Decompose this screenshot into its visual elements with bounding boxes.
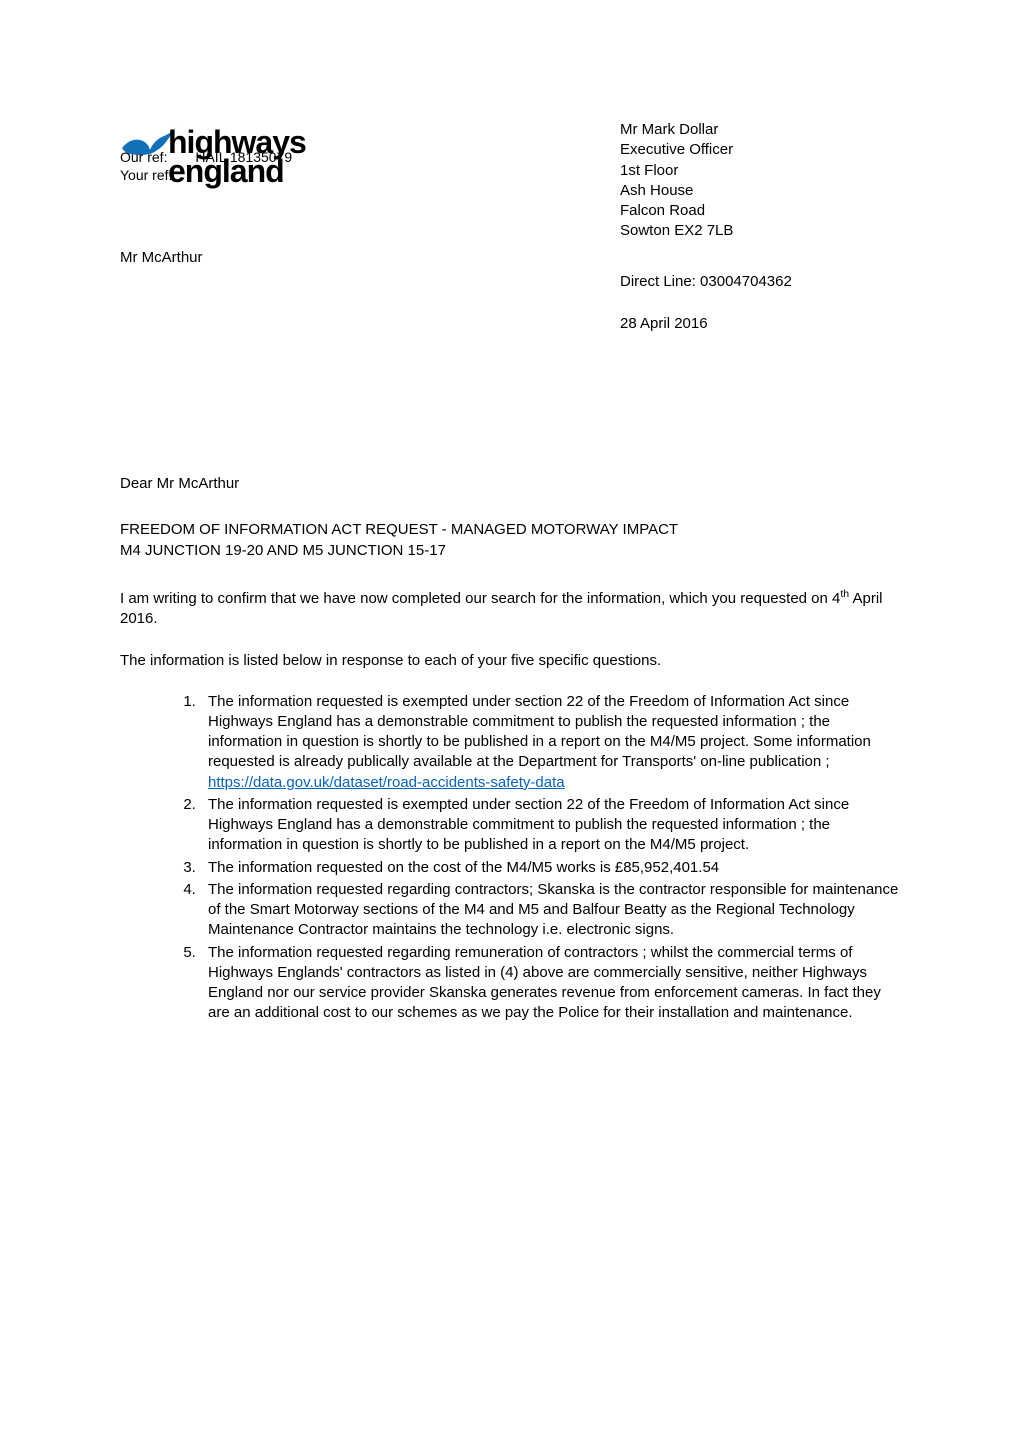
list-item: The information requested regarding cont… (200, 880, 900, 941)
sender-title: Executive Officer (620, 140, 900, 160)
subject-heading: FREEDOM OF INFORMATION ACT REQUEST - MAN… (120, 520, 900, 561)
list-item: The information requested regarding remu… (200, 943, 900, 1024)
direct-line: Direct Line: 03004704362 (620, 272, 900, 292)
list-item: The information requested on the cost of… (200, 858, 900, 878)
direct-line-label: Direct Line: (620, 273, 696, 290)
sender-road: Falcon Road (620, 201, 900, 221)
item-text: The information requested regarding cont… (208, 881, 898, 939)
para1-pre: I am writing to confirm that we have now… (120, 590, 840, 607)
item-text: The information requested is exempted un… (208, 693, 871, 771)
item-text: The information requested is exempted un… (208, 796, 849, 854)
sender-name: Mr Mark Dollar (620, 120, 900, 140)
item-text: The information requested on the cost of… (208, 859, 719, 876)
list-item: The information requested is exempted un… (200, 692, 900, 793)
dataset-link[interactable]: https://data.gov.uk/dataset/road-acciden… (208, 774, 565, 791)
sender-building: Ash House (620, 181, 900, 201)
highways-england-logo: highways england Our ref: HAIL 18135079 … (120, 120, 360, 200)
para1-sup: th (840, 588, 849, 600)
item-text: The information requested regarding remu… (208, 944, 881, 1022)
direct-line-value: 03004704362 (700, 273, 792, 290)
subject-line1: FREEDOM OF INFORMATION ACT REQUEST - MAN… (120, 521, 678, 538)
your-ref-label: Your ref: (120, 167, 172, 183)
sender-address-block: Mr Mark Dollar Executive Officer 1st Flo… (620, 120, 900, 334)
recipient-name: Mr McArthur (120, 248, 620, 268)
list-item: The information requested is exempted un… (200, 795, 900, 856)
letterhead-row: highways england Our ref: HAIL 18135079 … (120, 120, 900, 334)
sender-town-postcode: Sowton EX2 7LB (620, 221, 900, 241)
lead-in-paragraph: The information is listed below in respo… (120, 651, 900, 671)
subject-line2: M4 JUNCTION 19-20 AND M5 JUNCTION 15-17 (120, 542, 446, 559)
response-list: The information requested is exempted un… (120, 692, 900, 1024)
salutation: Dear Mr McArthur (120, 474, 900, 494)
sender-floor: 1st Floor (620, 161, 900, 181)
intro-paragraph: I am writing to confirm that we have now… (120, 587, 900, 630)
our-ref-label: Our ref: (120, 149, 167, 165)
our-ref-value: HAIL 18135079 (195, 149, 292, 165)
reference-block: Our ref: HAIL 18135079 Your ref: (120, 148, 292, 184)
letter-date: 28 April 2016 (620, 314, 900, 334)
letterhead-left: highways england Our ref: HAIL 18135079 … (120, 120, 620, 268)
